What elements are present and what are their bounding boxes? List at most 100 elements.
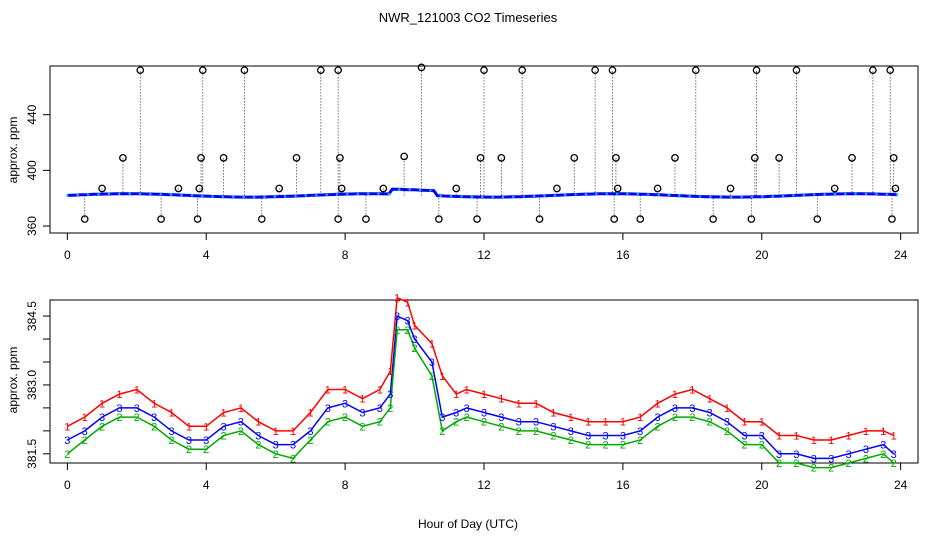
bottom-x-tick-label: 8 [342, 478, 349, 492]
top-baseline-point [76, 193, 79, 197]
bottom-series-glyph-3: 3 [387, 389, 393, 401]
top-baseline-point [356, 192, 359, 196]
bottom-series-glyph-1: 1 [845, 430, 851, 442]
bottom-series-glyph-1: 1 [793, 430, 799, 442]
top-flagged-point [747, 215, 756, 223]
bottom-series-glyph-2: 2 [707, 417, 713, 429]
top-flagged-point [157, 215, 165, 223]
bottom-series-glyph-3: 3 [377, 403, 383, 415]
top-y-tick-label: 400 [25, 160, 39, 180]
bottom-series-glyph-3: 3 [359, 407, 365, 419]
top-baseline-point [118, 192, 121, 195]
top-panel-y-axis: 360 400 440 [25, 104, 51, 236]
bottom-series-glyph-2: 2 [793, 458, 799, 470]
top-flagged-point [709, 215, 718, 223]
bottom-series-glyph-1: 1 [394, 293, 400, 305]
top-flagged-point [888, 215, 896, 223]
top-baseline-point [398, 188, 401, 191]
top-flagged-point [813, 215, 822, 223]
bottom-series-glyph-2: 2 [453, 417, 459, 429]
bottom-series-glyph-1: 1 [464, 385, 470, 397]
bottom-x-tick-label: 0 [64, 478, 71, 492]
bottom-series-glyph-3: 3 [655, 412, 661, 424]
bottom-series-glyph-3: 3 [828, 453, 834, 465]
top-baseline-point [377, 192, 380, 195]
top-flagged-point [553, 184, 561, 193]
top-flagged-point [316, 66, 325, 75]
top-flagged-point [193, 215, 202, 223]
top-baseline-point [128, 192, 131, 195]
top-baseline-point [553, 194, 557, 197]
top-baseline-point [698, 195, 702, 198]
top-flagged-point [671, 154, 679, 162]
bottom-series-glyph-2: 2 [82, 435, 88, 447]
top-baseline-point [657, 193, 660, 197]
top-baseline-point [678, 194, 681, 197]
top-flagged-point [452, 184, 461, 193]
top-baseline-point [605, 192, 608, 195]
top-baseline-point [595, 192, 598, 196]
bottom-series-glyph-2: 2 [568, 435, 574, 447]
bottom-series-glyph-1: 1 [498, 394, 504, 406]
bottom-series-glyph-1: 1 [221, 407, 227, 419]
bottom-series-glyph-1: 1 [307, 407, 313, 419]
bottom-x-tick-label: 24 [894, 478, 908, 492]
top-flagged-point [610, 215, 619, 223]
top-flagged-point [417, 63, 426, 72]
bottom-series-glyph-3: 3 [439, 412, 445, 424]
bottom-series-glyph-3: 3 [64, 435, 70, 447]
top-flagged-point [891, 184, 900, 193]
bottom-panel-x-axis: 0 4 8 12 16 20 24 [64, 463, 908, 492]
bottom-series-glyph-2: 2 [724, 426, 730, 438]
bottom-series-glyph-1: 1 [377, 385, 383, 397]
bottom-series-glyph-1: 1 [342, 385, 348, 397]
bottom-series-glyph-3: 3 [845, 449, 851, 461]
top-flagged-point [830, 184, 839, 193]
bottom-series-glyph-2: 2 [411, 343, 417, 355]
bottom-series-glyph-2: 2 [405, 325, 411, 337]
bottom-x-tick-label: 16 [616, 478, 630, 492]
bottom-series-glyph-2: 2 [307, 435, 313, 447]
bottom-series-glyph-3: 3 [498, 412, 504, 424]
bottom-series-glyph-2: 2 [689, 412, 695, 424]
top-baseline-point [429, 189, 432, 192]
top-baseline-point [221, 195, 225, 198]
bottom-series-glyph-1: 1 [168, 407, 174, 419]
bottom-series-glyph-3: 3 [880, 440, 886, 452]
top-baseline-point [346, 192, 349, 196]
bottom-series-glyph-1: 1 [203, 421, 209, 433]
top-baseline-point [543, 194, 546, 197]
top-baseline-point [335, 193, 339, 196]
bottom-series-glyph-1: 1 [655, 398, 661, 410]
top-baseline-point [647, 193, 650, 196]
top-panel-ylabel: approx. ppm [6, 117, 20, 184]
bottom-series-glyph-2: 2 [880, 449, 886, 461]
top-baseline-point [501, 195, 505, 199]
top-baseline-point [771, 195, 774, 198]
bottom-series-glyph-3: 3 [811, 453, 817, 465]
bottom-series-glyph-3: 3 [342, 398, 348, 410]
top-baseline-point [709, 195, 712, 198]
top-flagged-point [886, 66, 895, 75]
top-x-tick-label: 24 [894, 248, 908, 262]
bottom-series-glyph-2: 2 [387, 403, 393, 415]
bottom-series-glyph-2: 2 [637, 435, 643, 447]
bottom-series-glyph-3: 3 [533, 417, 539, 429]
top-baseline-point [574, 193, 577, 196]
bottom-series-glyph-3: 3 [793, 449, 799, 461]
top-baseline-point [449, 195, 453, 198]
bottom-series-glyph-3: 3 [672, 403, 678, 415]
top-baseline-point [688, 194, 691, 198]
bottom-series-glyph-1: 1 [99, 398, 105, 410]
bottom-series-glyph-3: 3 [186, 435, 192, 447]
bottom-series-glyph-3: 3 [585, 430, 591, 442]
bottom-panel-y-axis: 381.5 383.0 384.5 [25, 301, 51, 469]
top-baseline-point [211, 195, 214, 198]
bottom-series-glyph-1: 1 [724, 403, 730, 415]
top-baseline-point [97, 193, 100, 196]
bottom-series-glyph-3: 3 [290, 440, 296, 452]
bottom-series-line-2 [66, 329, 895, 469]
bottom-series-glyph-2: 2 [464, 412, 470, 424]
top-baseline-point [387, 192, 391, 196]
